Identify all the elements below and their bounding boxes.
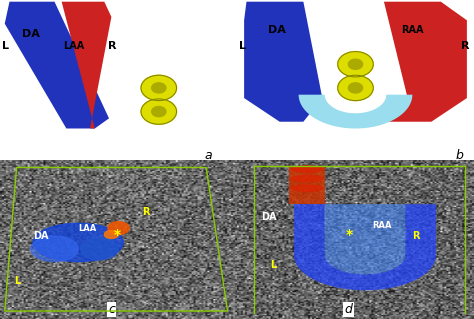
Text: *: * [114,228,121,242]
Text: RAA: RAA [372,221,392,230]
Polygon shape [62,2,111,129]
Ellipse shape [33,223,123,262]
Polygon shape [5,2,109,129]
Text: L: L [2,41,9,51]
Circle shape [152,107,166,117]
Ellipse shape [81,238,118,260]
Text: L: L [14,276,20,286]
Ellipse shape [292,175,322,182]
Text: RAA: RAA [401,26,424,35]
Ellipse shape [104,230,118,238]
Circle shape [337,75,373,100]
Text: DA: DA [268,26,286,35]
Text: R: R [461,41,469,51]
Text: R: R [412,231,420,241]
Polygon shape [325,204,405,274]
Polygon shape [244,2,322,122]
Text: d: d [345,303,352,316]
Circle shape [152,83,166,93]
Text: DA: DA [22,29,40,39]
Text: LAA: LAA [63,41,84,51]
Polygon shape [299,95,412,129]
Text: LAA: LAA [78,224,97,233]
Circle shape [337,52,373,77]
Circle shape [348,59,363,69]
Circle shape [348,83,363,93]
Polygon shape [289,166,325,204]
Text: c: c [108,303,115,316]
Text: DA: DA [261,212,276,222]
Text: *: * [346,228,353,242]
Ellipse shape [292,185,322,191]
Polygon shape [384,2,467,122]
Text: b: b [456,149,464,162]
Polygon shape [294,204,436,290]
Text: a: a [205,149,212,162]
Ellipse shape [292,166,322,172]
Text: L: L [270,260,276,270]
Ellipse shape [108,222,129,234]
Text: R: R [108,41,116,51]
Circle shape [141,99,176,124]
Circle shape [141,75,176,100]
Ellipse shape [31,236,78,262]
Text: R: R [142,207,150,217]
Text: DA: DA [33,231,49,241]
Text: L: L [239,41,246,51]
